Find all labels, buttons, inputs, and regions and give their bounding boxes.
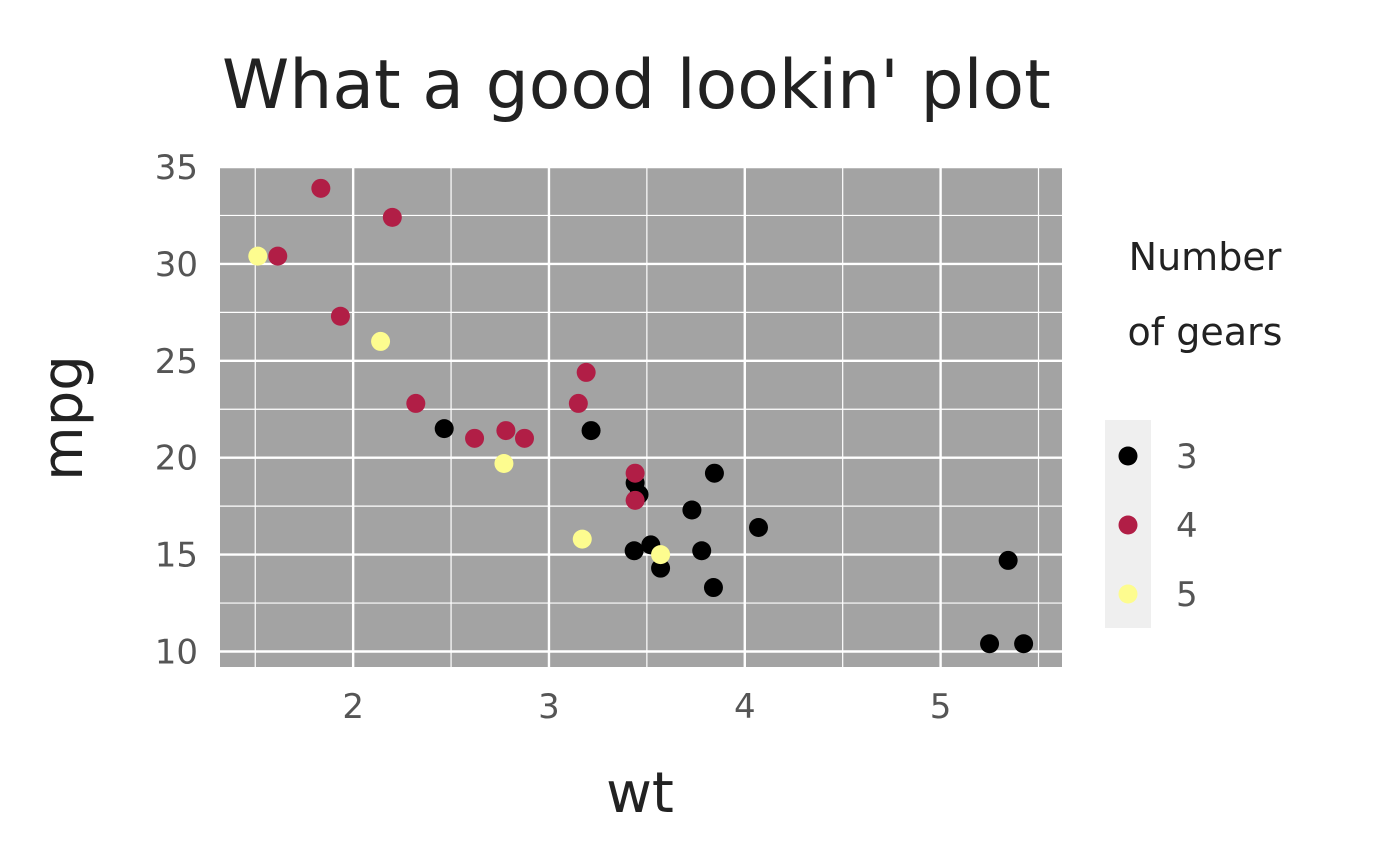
data-point-gear-3 [998, 550, 1018, 570]
data-point-gear-4 [268, 246, 288, 266]
legend-label-gear-3: 3 [1176, 437, 1198, 477]
legend-items: 3 4 5 [1118, 437, 1198, 615]
data-points [248, 178, 1034, 654]
data-point-gear-4 [568, 393, 588, 413]
data-point-gear-5 [572, 529, 592, 549]
data-point-gear-3 [704, 463, 724, 483]
data-point-gear-3 [651, 558, 671, 578]
data-point-gear-3 [1014, 634, 1034, 654]
data-point-gear-4 [330, 306, 350, 326]
x-tick-label: 5 [930, 687, 952, 727]
data-point-gear-4 [625, 490, 645, 510]
data-point-gear-4 [514, 428, 534, 448]
data-point-gear-5 [651, 545, 671, 565]
y-tick-label: 35 [155, 148, 198, 188]
legend-key-gear-3 [1118, 446, 1138, 466]
data-point-gear-4 [576, 362, 596, 382]
data-point-gear-4 [382, 207, 402, 227]
data-point-gear-4 [625, 463, 645, 483]
data-point-gear-5 [371, 331, 391, 351]
y-tick-label: 25 [155, 342, 198, 382]
data-point-gear-3 [980, 634, 1000, 654]
y-axis-tick-labels: 10 15 20 25 30 35 [155, 148, 198, 672]
data-point-gear-5 [494, 454, 514, 474]
chart-title: What a good lookin' plot [222, 46, 1051, 125]
data-point-gear-3 [434, 419, 454, 439]
data-point-gear-4 [406, 393, 426, 413]
data-point-gear-5 [248, 246, 268, 266]
y-tick-label: 10 [155, 632, 198, 672]
data-point-gear-3 [748, 517, 768, 537]
y-tick-label: 20 [155, 439, 198, 479]
x-axis-tick-labels: 2 3 4 5 [342, 687, 951, 727]
data-point-gear-4 [496, 421, 516, 441]
data-point-gear-3 [682, 500, 702, 520]
y-tick-label: 30 [155, 245, 198, 285]
x-axis-title: wt [606, 761, 674, 826]
legend-title-line-2: of gears [1128, 310, 1283, 354]
y-tick-label: 15 [155, 536, 198, 576]
data-point-gear-3 [581, 421, 601, 441]
major-gridlines [220, 165, 1062, 667]
y-axis-title: mpg [31, 355, 96, 481]
x-tick-label: 4 [734, 687, 756, 727]
legend-key-gear-4 [1118, 515, 1138, 535]
data-point-gear-4 [311, 178, 331, 198]
x-tick-label: 3 [538, 687, 560, 727]
plot-panel [220, 167, 1062, 667]
data-point-gear-3 [624, 541, 644, 561]
legend-label-gear-4: 4 [1176, 506, 1198, 546]
legend-label-gear-5: 5 [1176, 575, 1198, 615]
legend-key-gear-5 [1118, 584, 1138, 604]
data-point-gear-3 [703, 578, 723, 598]
minor-gridlines [220, 167, 1062, 667]
data-point-gear-4 [465, 428, 485, 448]
x-tick-label: 2 [342, 687, 364, 727]
legend: Number of gears 3 4 5 [1105, 235, 1282, 628]
legend-title-line-1: Number [1129, 235, 1282, 279]
data-point-gear-3 [692, 541, 712, 561]
